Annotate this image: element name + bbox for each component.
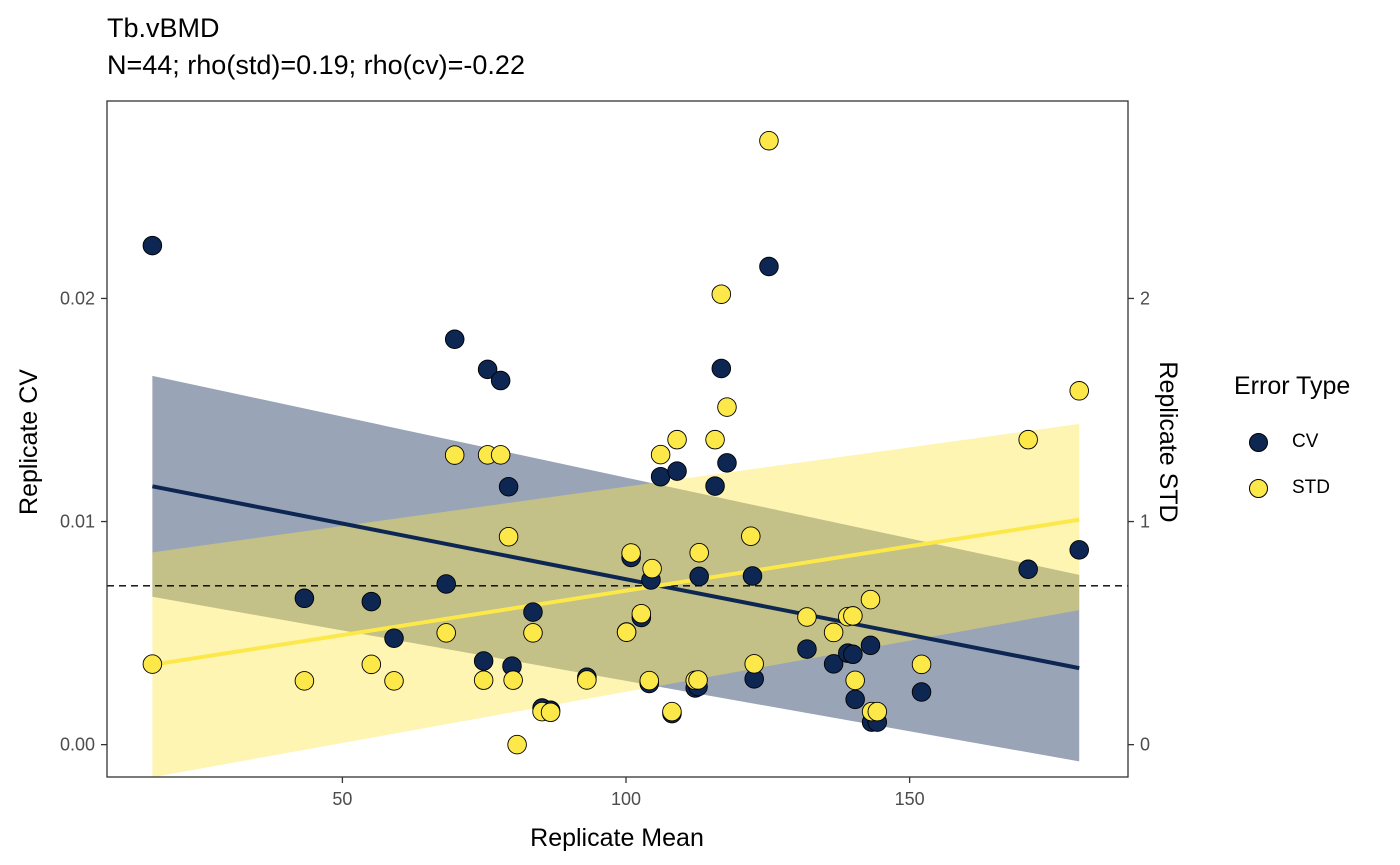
point-cv <box>823 654 844 674</box>
legend-swatch-cv <box>1249 432 1268 452</box>
point-cv <box>797 639 817 659</box>
point-std <box>436 623 456 643</box>
point-cv <box>523 602 543 622</box>
point-cv <box>361 591 382 612</box>
point-std <box>142 654 163 674</box>
point-std <box>823 622 844 643</box>
point-cv <box>498 476 519 497</box>
legend-item-cv: CV <box>1234 419 1350 465</box>
y2-tick-label: 2 <box>1140 288 1150 308</box>
ci-band-std <box>152 423 1080 778</box>
point-std <box>577 670 597 690</box>
point-cv <box>142 235 163 256</box>
point-cv <box>294 588 315 609</box>
y-axis-label: Replicate CV <box>15 369 43 515</box>
legend-swatch-std <box>1249 478 1268 498</box>
point-std <box>1069 381 1089 401</box>
point-std <box>717 397 737 417</box>
x-tick-label: 150 <box>895 789 925 809</box>
y2-tick-label: 0 <box>1140 735 1150 755</box>
point-cv <box>650 466 671 487</box>
legend-label-std: STD <box>1292 477 1330 498</box>
point-std <box>843 606 863 626</box>
fit-line-cv <box>151 484 1080 671</box>
y-tick-label: 0.02 <box>60 288 95 308</box>
point-std <box>631 603 652 624</box>
point-std <box>867 701 888 722</box>
chart-title: Tb.vBMD <box>107 13 220 43</box>
point-std <box>797 607 817 627</box>
point-std <box>294 671 315 691</box>
point-std <box>662 701 682 722</box>
point-cv <box>444 329 465 350</box>
chart-subtitle: N=44; rho(std)=0.19; rho(cv)=-0.22 <box>107 50 525 80</box>
point-std <box>667 429 687 450</box>
point-std <box>689 543 709 563</box>
point-cv <box>711 358 732 379</box>
point-std <box>711 284 732 304</box>
point-std <box>616 622 637 642</box>
y-tick-label: 0.00 <box>60 735 95 755</box>
legend-label-cv: CV <box>1292 431 1319 452</box>
data-points <box>142 130 1089 755</box>
point-cv <box>911 682 932 702</box>
confidence-bands <box>152 375 1080 778</box>
point-std <box>639 670 660 691</box>
point-std <box>759 130 779 151</box>
fit-line-std <box>152 517 1080 667</box>
x-tick-label: 50 <box>332 789 352 809</box>
y-tick-label: 0.01 <box>60 512 95 532</box>
point-std <box>741 526 761 547</box>
point-std <box>444 445 465 465</box>
point-cv <box>705 476 725 496</box>
point-cv <box>1069 540 1089 560</box>
point-std <box>384 671 404 691</box>
point-std <box>650 444 671 465</box>
point-std <box>498 526 519 547</box>
point-std <box>540 702 561 723</box>
y2-tick-label: 1 <box>1140 512 1150 532</box>
point-std <box>621 543 641 563</box>
point-std <box>642 558 662 579</box>
point-std <box>705 429 725 450</box>
x-axis-label: Replicate Mean <box>530 824 704 852</box>
point-cv <box>742 566 763 586</box>
point-std <box>473 670 494 690</box>
point-cv <box>860 635 881 656</box>
point-cv <box>667 461 687 481</box>
legend: Error Type CV STD <box>1234 372 1350 511</box>
legend-item-std: STD <box>1234 465 1350 511</box>
fit-lines <box>151 484 1080 671</box>
point-cv <box>759 256 779 277</box>
point-cv <box>477 359 498 380</box>
point-std <box>688 670 708 690</box>
point-cv <box>490 370 511 391</box>
point-cv <box>843 644 863 665</box>
x-tick-label: 100 <box>611 789 641 809</box>
point-std <box>860 589 881 610</box>
point-cv <box>473 651 494 671</box>
point-cv <box>689 566 709 587</box>
point-std <box>503 670 523 690</box>
point-cv <box>436 574 456 594</box>
point-std <box>744 654 764 674</box>
point-std <box>523 623 543 643</box>
y2-axis-label: Replicate STD <box>1154 361 1182 522</box>
point-cv <box>717 453 737 473</box>
legend-title: Error Type <box>1234 372 1351 400</box>
point-cv <box>845 689 865 710</box>
point-std <box>1018 429 1038 450</box>
ci-band-cv <box>152 375 1080 762</box>
axes: 50 100 150 0.00 0.01 0.02 0 1 2 <box>60 288 1150 809</box>
point-std <box>361 654 382 675</box>
point-std <box>490 445 511 465</box>
point-std <box>845 670 865 691</box>
plot-panel <box>106 100 1129 778</box>
point-cv <box>384 628 404 648</box>
point-cv <box>1018 559 1038 580</box>
point-std <box>507 734 527 755</box>
point-std <box>911 654 932 675</box>
